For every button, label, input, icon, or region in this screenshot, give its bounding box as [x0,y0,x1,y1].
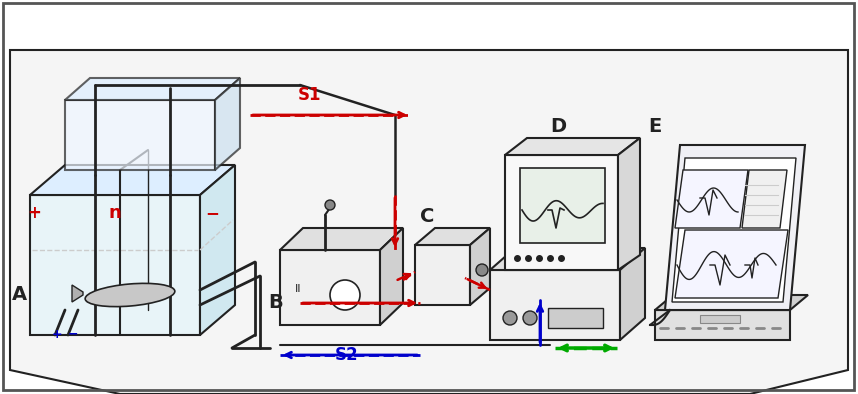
Polygon shape [380,228,403,325]
FancyBboxPatch shape [700,315,740,323]
Text: +: + [27,204,41,222]
Text: S2: S2 [335,346,359,364]
FancyBboxPatch shape [520,168,605,243]
Polygon shape [618,138,640,270]
Polygon shape [65,100,215,170]
Ellipse shape [85,283,175,307]
Text: D: D [550,117,566,136]
Text: S1: S1 [298,86,322,104]
Polygon shape [505,155,618,270]
Polygon shape [215,78,240,170]
Text: C: C [420,207,434,226]
Polygon shape [65,78,240,100]
Text: E: E [648,117,662,136]
Text: B: B [268,293,283,312]
Text: n: n [108,204,121,222]
Polygon shape [280,228,403,250]
Polygon shape [30,165,235,195]
Polygon shape [470,228,490,305]
Circle shape [325,200,335,210]
Text: A: A [12,285,27,304]
Polygon shape [675,170,748,228]
Polygon shape [675,230,788,298]
Text: −: − [205,204,219,222]
Polygon shape [72,285,83,302]
Polygon shape [490,248,645,270]
Polygon shape [415,245,470,305]
Polygon shape [505,138,640,155]
Circle shape [330,280,360,310]
Polygon shape [655,310,790,340]
Polygon shape [200,165,235,335]
Polygon shape [655,295,808,310]
Polygon shape [280,250,380,325]
Circle shape [503,311,517,325]
Polygon shape [672,158,796,302]
Polygon shape [30,195,200,335]
Text: II: II [295,284,301,294]
Text: +: + [52,328,63,341]
Polygon shape [665,145,805,310]
Polygon shape [742,170,787,228]
Polygon shape [490,270,620,340]
FancyBboxPatch shape [548,308,603,328]
Circle shape [523,311,537,325]
Polygon shape [620,248,645,340]
Text: −: − [68,328,78,341]
Circle shape [476,264,488,276]
Polygon shape [415,228,490,245]
Polygon shape [10,50,848,394]
